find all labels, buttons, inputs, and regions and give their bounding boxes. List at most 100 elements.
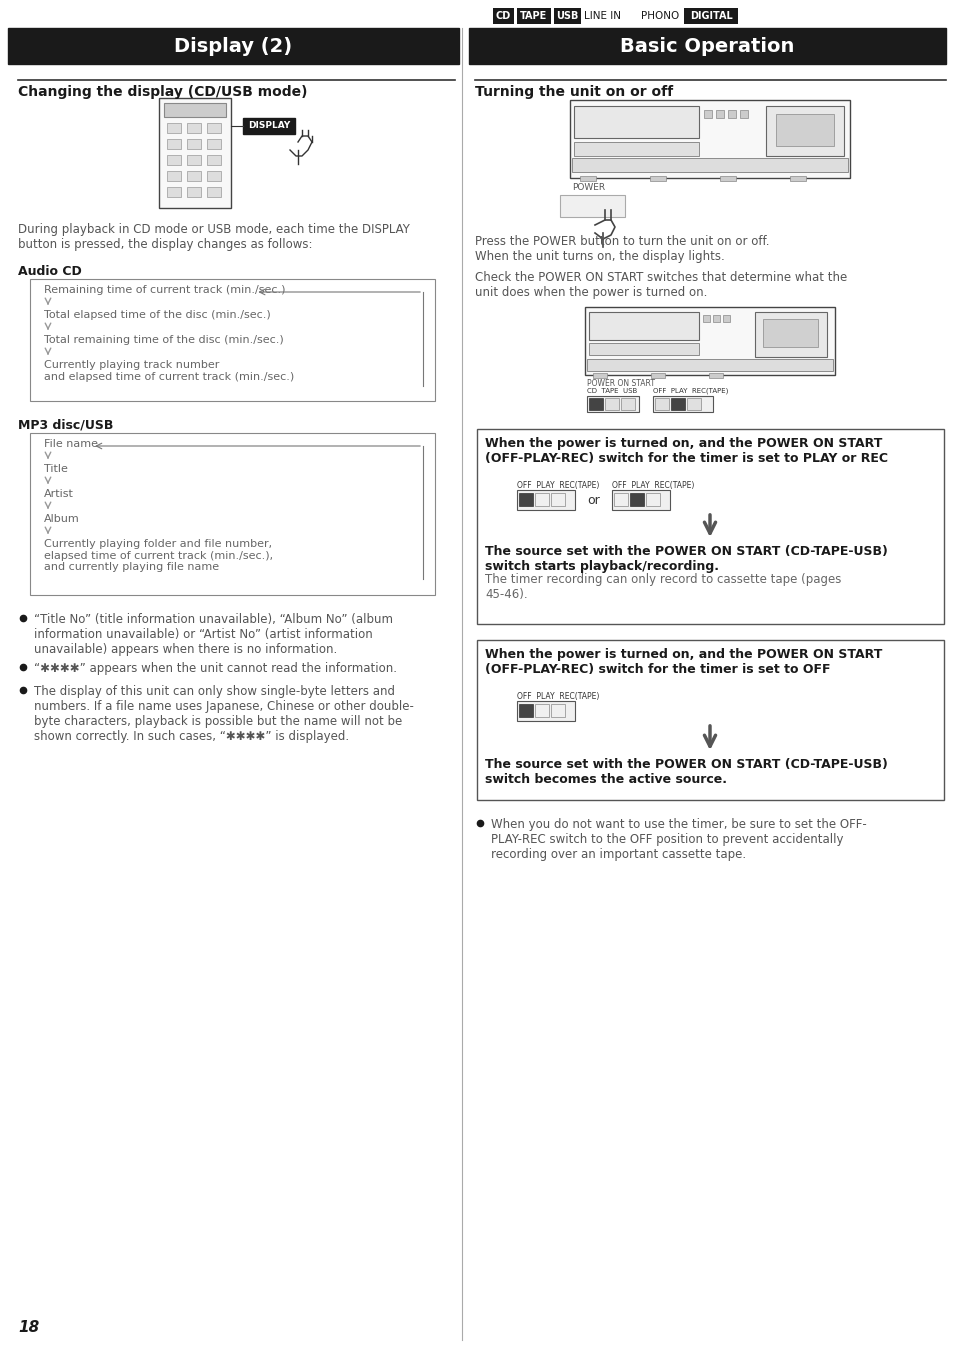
- Bar: [164, 103, 226, 117]
- Bar: [559, 194, 624, 217]
- Text: PHONO: PHONO: [640, 11, 679, 22]
- Text: CD: CD: [496, 11, 511, 22]
- Bar: [604, 398, 618, 410]
- Bar: [754, 312, 826, 356]
- Text: Press the POWER button to turn the unit on or off.
When the unit turns on, the d: Press the POWER button to turn the unit …: [475, 235, 769, 263]
- Text: Currently playing folder and file number,
elapsed time of current track (min./se: Currently playing folder and file number…: [44, 539, 273, 572]
- Text: Display (2): Display (2): [173, 36, 292, 55]
- Text: When the power is turned on, and the POWER ON START
(OFF-PLAY-REC) switch for th: When the power is turned on, and the POW…: [484, 437, 887, 464]
- Text: Check the POWER ON START switches that determine what the
unit does when the pow: Check the POWER ON START switches that d…: [475, 271, 846, 298]
- Bar: [187, 155, 201, 165]
- Text: The source set with the POWER ON START (CD-TAPE-USB)
switch becomes the active s: The source set with the POWER ON START (…: [484, 757, 887, 786]
- Bar: [517, 8, 551, 24]
- Text: The timer recording can only record to cassette tape (pages
45-46).: The timer recording can only record to c…: [484, 572, 841, 601]
- Text: Turning the unit on or off: Turning the unit on or off: [475, 85, 673, 99]
- Bar: [584, 306, 834, 375]
- Text: “✱✱✱✱” appears when the unit cannot read the information.: “✱✱✱✱” appears when the unit cannot read…: [34, 662, 396, 675]
- Bar: [574, 142, 699, 157]
- Bar: [187, 171, 201, 181]
- Text: When you do not want to use the timer, be sure to set the OFF-
PLAY-REC switch t: When you do not want to use the timer, b…: [491, 818, 866, 861]
- Bar: [30, 433, 435, 595]
- Bar: [588, 398, 602, 410]
- Text: OFF  PLAY  REC(TAPE): OFF PLAY REC(TAPE): [652, 387, 727, 394]
- Text: OFF  PLAY  REC(TAPE): OFF PLAY REC(TAPE): [612, 481, 694, 490]
- Text: Title: Title: [44, 464, 68, 474]
- Bar: [207, 188, 221, 197]
- Bar: [579, 176, 596, 181]
- Bar: [586, 359, 832, 371]
- Text: or: or: [586, 494, 599, 506]
- Bar: [650, 373, 664, 378]
- Bar: [167, 155, 181, 165]
- Text: POWER: POWER: [572, 184, 604, 192]
- Bar: [708, 373, 722, 378]
- Text: Artist: Artist: [44, 489, 73, 500]
- Bar: [716, 109, 723, 117]
- Bar: [762, 319, 817, 347]
- Text: Basic Operation: Basic Operation: [619, 36, 793, 55]
- Bar: [740, 109, 747, 117]
- Bar: [535, 703, 548, 717]
- Text: The display of this unit can only show single-byte letters and
numbers. If a fil: The display of this unit can only show s…: [34, 684, 414, 743]
- Bar: [517, 701, 575, 721]
- Bar: [712, 315, 720, 323]
- Bar: [655, 398, 668, 410]
- Bar: [572, 158, 847, 171]
- Bar: [476, 640, 943, 801]
- Text: The source set with the POWER ON START (CD-TAPE-USB)
switch starts playback/reco: The source set with the POWER ON START (…: [484, 545, 887, 572]
- Bar: [722, 315, 729, 323]
- Text: Audio CD: Audio CD: [18, 265, 82, 278]
- Bar: [159, 99, 231, 208]
- Bar: [554, 8, 581, 24]
- Text: Changing the display (CD/USB mode): Changing the display (CD/USB mode): [18, 85, 307, 99]
- Text: File name: File name: [44, 439, 98, 450]
- Bar: [551, 493, 564, 506]
- Bar: [8, 28, 458, 63]
- Bar: [649, 176, 665, 181]
- Bar: [614, 493, 627, 506]
- Bar: [727, 109, 735, 117]
- Bar: [593, 373, 606, 378]
- Bar: [518, 493, 533, 506]
- Bar: [670, 398, 684, 410]
- Text: CD  TAPE  USB: CD TAPE USB: [586, 387, 637, 394]
- Bar: [612, 490, 669, 510]
- Text: POWER ON START: POWER ON START: [586, 379, 655, 387]
- Bar: [789, 176, 805, 181]
- Bar: [765, 107, 843, 157]
- Bar: [476, 429, 943, 624]
- Text: TAPE: TAPE: [519, 11, 547, 22]
- Bar: [207, 155, 221, 165]
- Bar: [652, 396, 712, 412]
- Text: Album: Album: [44, 514, 80, 524]
- Bar: [569, 100, 849, 178]
- Bar: [702, 315, 709, 323]
- Bar: [167, 171, 181, 181]
- Bar: [588, 312, 699, 340]
- Bar: [551, 703, 564, 717]
- Text: OFF  PLAY  REC(TAPE): OFF PLAY REC(TAPE): [517, 693, 598, 701]
- Bar: [167, 123, 181, 134]
- Bar: [775, 113, 833, 146]
- Bar: [207, 123, 221, 134]
- Text: 18: 18: [18, 1320, 39, 1335]
- Text: LINE IN: LINE IN: [584, 11, 620, 22]
- Bar: [187, 188, 201, 197]
- Text: “Title No” (title information unavailable), “Album No” (album
information unavai: “Title No” (title information unavailabl…: [34, 613, 393, 656]
- Bar: [629, 493, 643, 506]
- Bar: [517, 490, 575, 510]
- Text: During playback in CD mode or USB mode, each time the DISPLAY
button is pressed,: During playback in CD mode or USB mode, …: [18, 223, 410, 251]
- Bar: [493, 8, 514, 24]
- Bar: [469, 28, 945, 63]
- Bar: [518, 703, 533, 717]
- Bar: [243, 117, 294, 134]
- Text: Remaining time of current track (min./sec.): Remaining time of current track (min./se…: [44, 285, 285, 296]
- Bar: [207, 171, 221, 181]
- Bar: [167, 139, 181, 148]
- Bar: [207, 139, 221, 148]
- Bar: [574, 107, 699, 138]
- Bar: [167, 188, 181, 197]
- Bar: [703, 109, 711, 117]
- Text: USB: USB: [556, 11, 578, 22]
- Bar: [720, 176, 735, 181]
